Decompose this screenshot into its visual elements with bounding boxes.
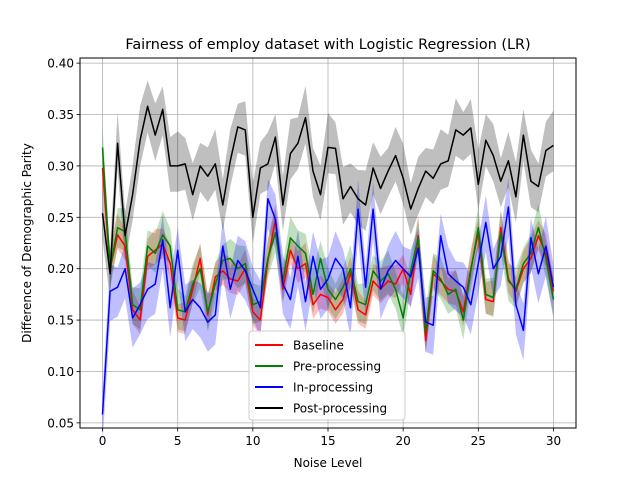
line-in-processing bbox=[101, 198, 555, 415]
y-tick-label: 0.20 bbox=[47, 262, 74, 276]
legend-label-baseline: Baseline bbox=[293, 339, 344, 353]
series-lines bbox=[101, 105, 555, 415]
y-tick-label: 0.40 bbox=[47, 57, 74, 71]
x-tick-label: 15 bbox=[320, 434, 335, 448]
band-pre-processing bbox=[102, 125, 554, 352]
axis-ticks: 0 5 10 15 20 25 30 0.05 0.10 0.15 0.20 0.25 0.30 0.35… bbox=[47, 57, 561, 448]
x-tick-label: 20 bbox=[396, 434, 411, 448]
y-tick-label: 0.15 bbox=[47, 314, 74, 328]
band-post-processing bbox=[102, 80, 554, 300]
legend-label-pre-processing: Pre-processing bbox=[293, 360, 381, 374]
legend-label-post-processing: Post-processing bbox=[293, 402, 387, 416]
x-tick-label: 30 bbox=[546, 434, 561, 448]
line-pre-processing bbox=[101, 147, 555, 334]
x-tick-label: 0 bbox=[99, 434, 107, 448]
y-tick-label: 0.10 bbox=[47, 365, 74, 379]
line-post-processing bbox=[101, 105, 554, 275]
legend-frame bbox=[248, 330, 406, 421]
y-axis-label: Difference of Demographic Parity bbox=[20, 143, 34, 343]
y-tick-label: 0.25 bbox=[47, 211, 74, 225]
x-tick-label: 25 bbox=[471, 434, 486, 448]
x-axis-label: Noise Level bbox=[294, 456, 363, 470]
y-tick-label: 0.35 bbox=[47, 108, 74, 122]
y-tick-label: 0.30 bbox=[47, 159, 74, 173]
x-tick-label: 10 bbox=[245, 434, 260, 448]
chart-title: Fairness of employ dataset with Logistic… bbox=[125, 37, 530, 53]
y-tick-label: 0.05 bbox=[47, 416, 74, 430]
legend: Baseline Pre-processing In-processing Po… bbox=[248, 330, 406, 421]
legend-label-in-processing: In-processing bbox=[293, 381, 373, 395]
x-tick-label: 5 bbox=[174, 434, 182, 448]
